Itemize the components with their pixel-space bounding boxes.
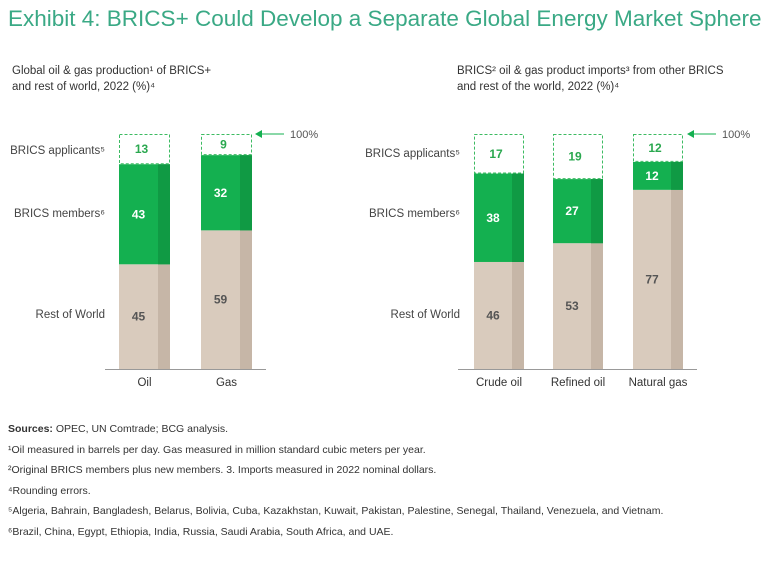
bar-brics-applicants-label: 9 — [220, 138, 227, 152]
series-label: Rest of World — [36, 309, 105, 321]
bar-brics-applicants — [633, 134, 683, 162]
bar-brics-members-label: 43 — [132, 207, 146, 221]
total-marker-arrow-icon — [687, 130, 694, 138]
series-label: Rest of World — [391, 309, 460, 321]
bar-rest-of-world-label: 77 — [645, 272, 659, 286]
exhibit-title: Exhibit 4: BRICS+ Could Develop a Separa… — [8, 6, 762, 31]
bar-rest-of-world-shade — [671, 189, 683, 369]
total-marker-label: 100% — [290, 129, 318, 141]
bar-brics-applicants — [474, 134, 524, 174]
bar-rest-of-world-shade — [240, 230, 252, 369]
bar-rest-of-world-label: 53 — [565, 299, 579, 313]
bar-rest-of-world-shade — [591, 243, 603, 369]
series-label: BRICS members⁶ — [369, 208, 460, 220]
footnote-4: ⁴Rounding errors. — [8, 484, 91, 497]
bar-brics-members-label: 38 — [486, 211, 500, 225]
footnote-6: ⁶Brazil, China, Egypt, Ethiopia, India, … — [8, 525, 394, 538]
right-subtitle-line: BRICS² oil & gas product imports³ from o… — [457, 65, 724, 77]
footnotes: Sources: OPEC, UN Comtrade; BCG analysis… — [8, 419, 663, 542]
bar-brics-members-shade — [591, 179, 603, 244]
series-label: BRICS applicants⁵ — [10, 145, 105, 157]
sources-label: Sources: — [8, 423, 53, 435]
left-subtitle-line: Global oil & gas production¹ of BRICS+ — [12, 65, 212, 77]
bar-brics-applicants — [553, 134, 603, 180]
footnote-5: ⁵Algeria, Bahrain, Bangladesh, Belarus, … — [8, 505, 664, 517]
x-tick-label: Oil — [137, 377, 151, 389]
bar-brics-applicants-label: 19 — [568, 150, 582, 164]
bar-brics-applicants — [201, 134, 252, 156]
bar-brics-members-shade — [671, 161, 683, 190]
total-marker-arrow-icon — [255, 130, 262, 138]
bar-brics-applicants-label: 17 — [489, 147, 503, 161]
footnote-2: ²Original BRICS members plus new members… — [8, 464, 437, 476]
right-subtitle-line: and rest of the world, 2022 (%)⁴ — [457, 81, 620, 93]
bar-brics-members-label: 32 — [214, 186, 228, 200]
bar-rest-of-world-shade — [512, 261, 524, 369]
sources-text: OPEC, UN Comtrade; BCG analysis. — [52, 423, 228, 435]
bar-brics-members-shade — [512, 173, 524, 262]
bar-brics-applicants — [119, 134, 170, 165]
bar-brics-members-label: 12 — [645, 169, 659, 183]
bar-rest-of-world-label: 59 — [214, 293, 228, 307]
x-tick-label: Gas — [216, 377, 237, 389]
x-tick-label: Refined oil — [551, 377, 605, 389]
bar-brics-members-label: 27 — [565, 204, 579, 218]
bar-rest-of-world-shade — [158, 264, 170, 369]
bar-brics-members-shade — [240, 155, 252, 231]
left-subtitle-line: and rest of world, 2022 (%)⁴ — [12, 81, 156, 93]
series-label: BRICS members⁶ — [14, 208, 105, 220]
bar-brics-applicants-label: 12 — [648, 141, 662, 155]
left-chart-subtitle: Global oil & gas production¹ of BRICS+ a… — [12, 63, 211, 95]
x-tick-label: Crude oil — [476, 377, 522, 389]
total-marker-label: 100% — [722, 129, 750, 141]
right-chart-subtitle: BRICS² oil & gas product imports³ from o… — [457, 63, 724, 95]
bar-brics-members-shade — [158, 164, 170, 265]
x-tick-label: Natural gas — [629, 377, 688, 389]
series-label: BRICS applicants⁵ — [365, 148, 460, 160]
sources-note: Sources: OPEC, UN Comtrade; BCG analysis… — [8, 419, 663, 440]
footnote-1: ¹Oil measured in barrels per day. Gas me… — [8, 443, 426, 456]
bar-rest-of-world-label: 45 — [132, 310, 146, 324]
bar-brics-applicants-label: 13 — [135, 142, 149, 156]
bar-rest-of-world-label: 46 — [486, 308, 500, 322]
